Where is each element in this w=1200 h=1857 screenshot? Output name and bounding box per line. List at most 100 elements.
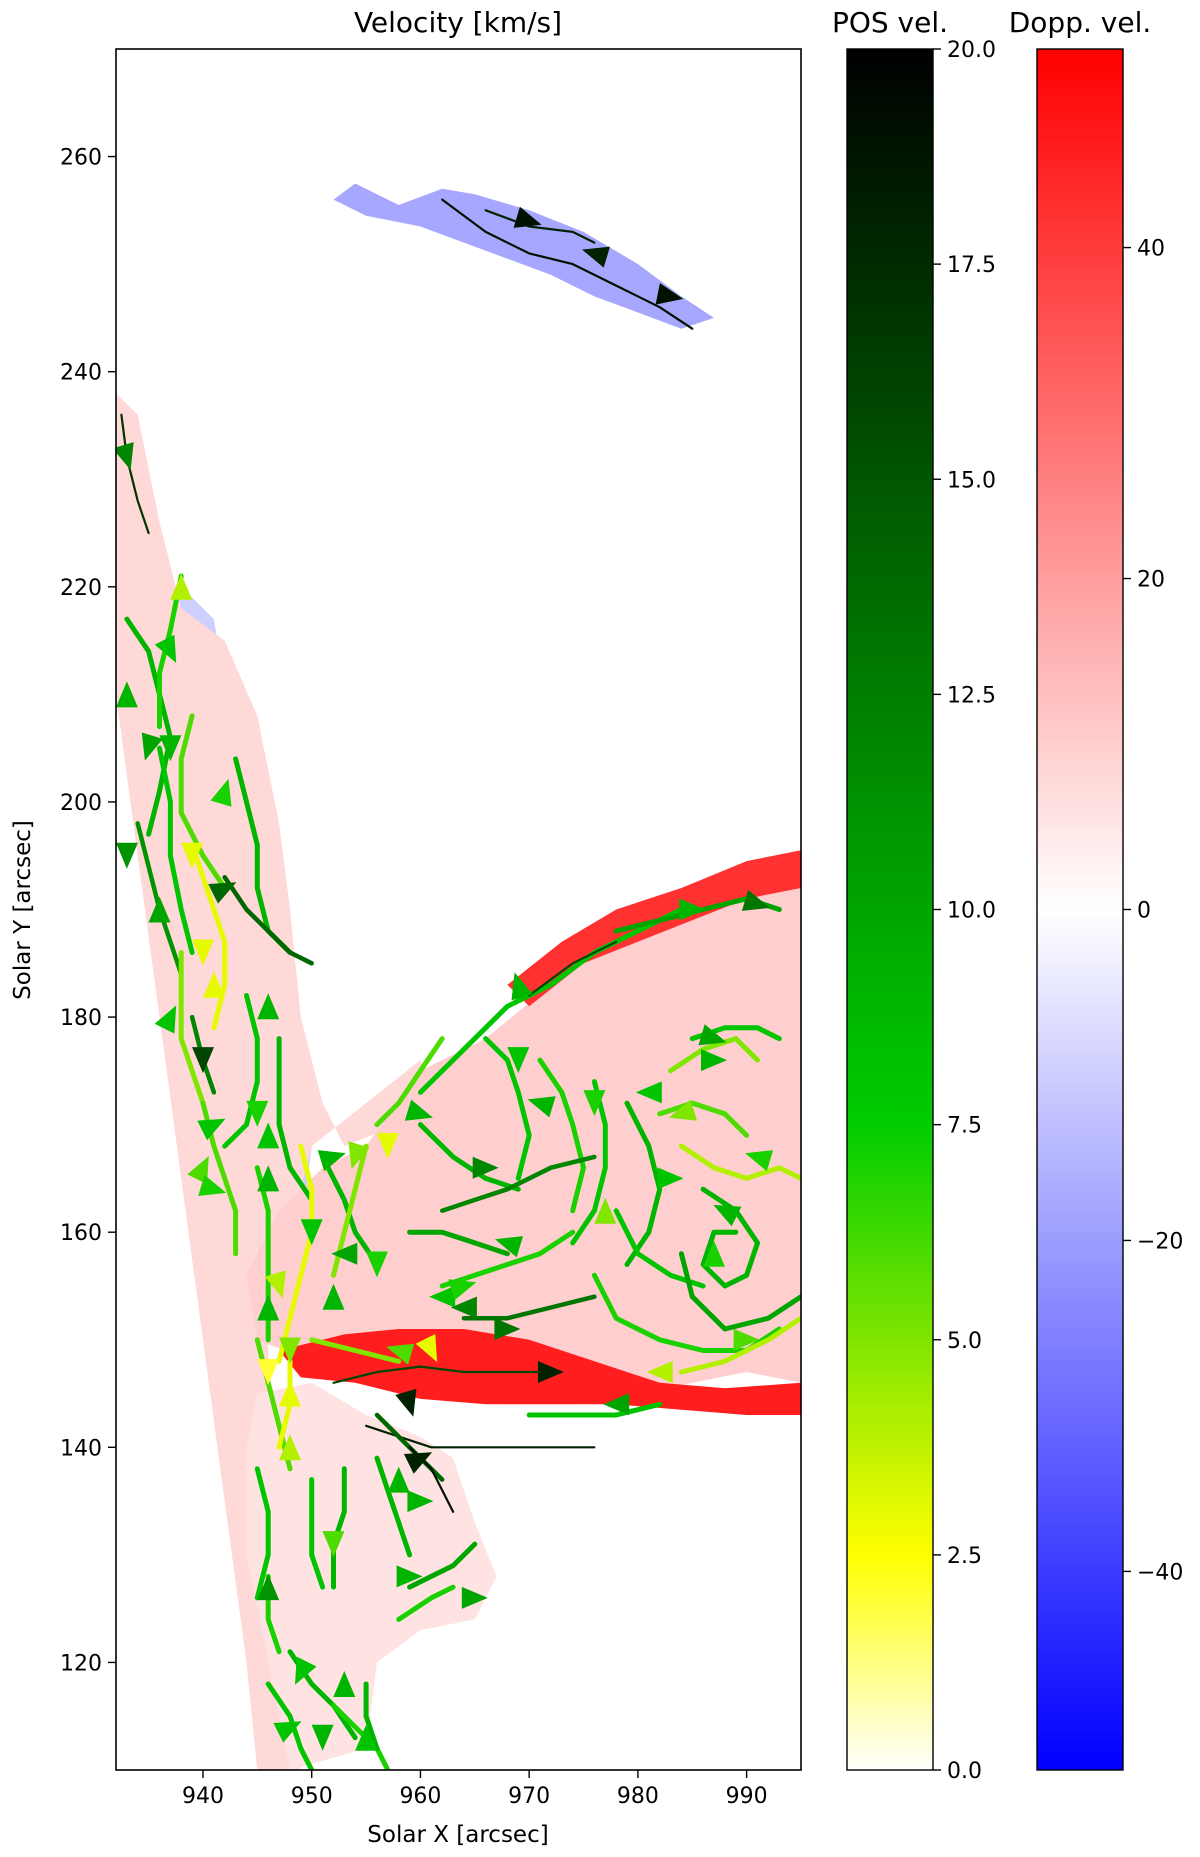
streamline-38 (700, 1186, 760, 1289)
streamline-arrow-23 (317, 1150, 346, 1172)
streamline-41 (678, 1315, 801, 1375)
streamline-36 (461, 1294, 597, 1321)
y-tick-label-120: 120 (60, 1651, 102, 1676)
streamline-44 (526, 1401, 663, 1418)
streamline-20 (374, 1036, 445, 1128)
streamline-42 (332, 1365, 552, 1384)
streamline-arrow-57 (273, 1721, 302, 1743)
streamline-31 (678, 1143, 801, 1181)
y-tick-label-260: 260 (60, 146, 102, 171)
streamline-arrow-78 (511, 972, 533, 1001)
streamline-arrow-55 (257, 1574, 280, 1601)
streamline-arrow-61 (527, 1096, 556, 1118)
streamline-arrow-63 (583, 1090, 606, 1117)
streamline-arrow-8 (159, 735, 182, 762)
x-tick-label-950: 950 (291, 1784, 333, 1809)
streamline-10 (222, 874, 314, 966)
streamline-arrow-1 (582, 246, 610, 268)
streamline-arrow-18 (257, 993, 280, 1020)
plot-frame (115, 48, 802, 1771)
streamline-9 (189, 842, 228, 1031)
streamline-arrow-43 (257, 1359, 280, 1385)
streamline-58 (265, 1681, 315, 1770)
streamline-arrow-29 (472, 1156, 499, 1179)
streamline-arrow-4 (170, 573, 193, 600)
streamline-arrow-66 (698, 1024, 727, 1046)
streamline-arrow-14 (192, 939, 214, 966)
x-tick-label-960: 960 (399, 1784, 441, 1809)
streamline-arrow-33 (366, 1251, 388, 1278)
streamline-arrow-74 (733, 1328, 760, 1351)
streamline-arrow-15 (202, 971, 225, 998)
streamline-0 (441, 198, 694, 330)
streamline-11 (178, 950, 206, 1106)
streamline-arrow-7 (141, 732, 163, 761)
streamline-arrow-13 (148, 896, 171, 923)
pos-vel-tick-label-2: 5.0 (947, 1329, 982, 1354)
y-axis-label: Solar Y [arcsec] (10, 820, 36, 1000)
streamline-arrow-5 (154, 634, 177, 663)
streamline-arrow-39 (494, 1318, 521, 1340)
streamline-17 (276, 1143, 315, 1364)
streamline-arrow-56 (295, 1656, 317, 1685)
streamline-arrow-45 (395, 1388, 417, 1417)
streamline-27 (624, 1100, 663, 1267)
streamline-arrow-59 (333, 1671, 356, 1697)
streamline-arrow-21 (187, 1156, 209, 1185)
streamline-arrow-42 (279, 1337, 301, 1364)
streamline-26 (570, 1079, 608, 1246)
pos-vel-tick-label-7: 17.5 (947, 253, 996, 278)
streamline-arrow-12 (208, 882, 237, 904)
streamline-2 (120, 413, 150, 535)
streamline-arrows (116, 206, 774, 1751)
dopp-vel-tick-label-1: −20 (1137, 1229, 1183, 1254)
streamline-arrow-2 (655, 283, 684, 305)
streamline-arrow-3 (116, 442, 134, 471)
streamline-arrow-49 (403, 1452, 433, 1474)
streamline-arrow-65 (668, 1099, 697, 1121)
dopp-vel-colorbar-title: Dopp. vel. (1009, 6, 1152, 39)
streamline-24 (483, 1036, 532, 1181)
streamline-32 (417, 1122, 521, 1192)
streamline-60 (363, 1681, 380, 1751)
streamline-13 (222, 993, 260, 1149)
streamline-arrow-64 (635, 1081, 662, 1104)
streamline-52 (309, 1477, 326, 1590)
streamline-29 (668, 1036, 760, 1074)
streamlines (120, 198, 801, 1770)
streamline-arrow-67 (701, 1049, 727, 1072)
streamline-arrow-24 (348, 1141, 370, 1170)
streamline-arrow-35 (322, 1283, 345, 1310)
streamline-arrow-77 (741, 889, 770, 911)
streamline-arrow-22 (257, 1122, 280, 1149)
streamline-arrow-11 (181, 842, 204, 869)
pos-vel-tick-label-6: 15.0 (947, 468, 996, 493)
streamline-14 (276, 1036, 315, 1203)
x-axis-label: Solar X [arcsec] (367, 1822, 548, 1848)
x-axis: 940 950 960 970 980 990 (182, 1770, 768, 1809)
streamline-arrow-36 (257, 1294, 280, 1321)
streamline-39 (678, 1251, 801, 1332)
streamline-33 (439, 1154, 597, 1213)
doppler-region-bottom-left-pink (246, 1382, 497, 1770)
streamline-arrow-69 (713, 1204, 742, 1227)
pos-vel-tick-label-0: 0.0 (947, 1759, 982, 1784)
x-tick-label-940: 940 (182, 1784, 224, 1809)
streamline-1 (484, 209, 596, 244)
streamline-53 (254, 1466, 271, 1601)
streamline-51 (331, 1466, 347, 1590)
streamline-arrow-19 (197, 1118, 226, 1141)
streamline-arrow-62 (507, 1047, 530, 1074)
streamline-arrow-54 (461, 1586, 488, 1609)
streamline-arrow-26 (257, 1165, 280, 1192)
streamline-arrow-70 (448, 1279, 477, 1301)
dopp-vel-tick-label-0: −40 (1137, 1560, 1183, 1585)
dopp-vel-tick-label-4: 40 (1137, 237, 1165, 262)
streamline-arrow-72 (657, 1167, 684, 1190)
x-tick-label-980: 980 (617, 1784, 659, 1809)
streamline-arrow-40 (386, 1343, 415, 1365)
streamline-22 (528, 940, 618, 997)
streamline-arrow-75 (646, 1361, 673, 1383)
pos-vel-colorbar-title: POS vel. (832, 6, 948, 39)
dopp-vel-colorbar (1036, 48, 1124, 1771)
